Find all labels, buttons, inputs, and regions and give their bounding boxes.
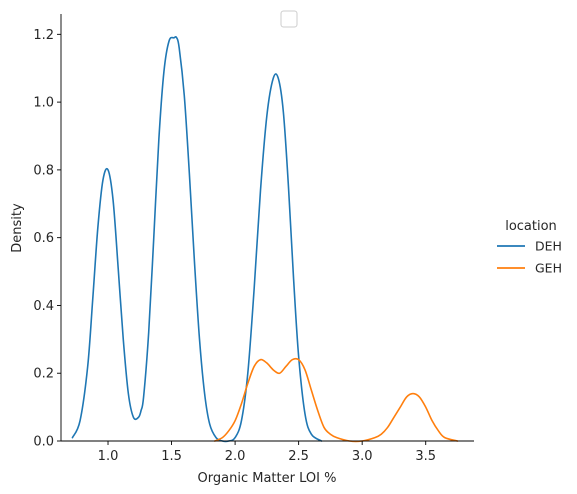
empty-legend-box xyxy=(280,10,298,28)
y-tick-label: 0.8 xyxy=(33,163,54,178)
y-tick-label: 0.6 xyxy=(33,231,54,246)
y-tick-label: 0.4 xyxy=(33,299,54,314)
x-tick-label: 2.5 xyxy=(288,449,309,464)
legend-label-deh: DEH xyxy=(535,239,562,254)
x-tick-label: 2.0 xyxy=(225,449,246,464)
y-axis-label: Density xyxy=(10,203,25,253)
legend: location DEH GEH xyxy=(497,219,562,276)
x-axis-label: Organic Matter LOI % xyxy=(198,471,337,486)
axes xyxy=(60,14,474,442)
y-tick-label: 0.2 xyxy=(33,367,54,382)
legend-items: DEH GEH xyxy=(497,239,562,276)
series-line-geh xyxy=(213,357,459,443)
x-tick-label: 1.0 xyxy=(98,449,119,464)
x-tick-label: 1.5 xyxy=(161,449,182,464)
y-tick-label: 1.2 xyxy=(33,28,54,43)
x-tick-label: 3.0 xyxy=(352,449,373,464)
series-line-deh xyxy=(71,36,323,443)
x-tick-label: 3.5 xyxy=(415,449,436,464)
y-tick-label: 1.0 xyxy=(33,96,54,111)
legend-label-geh: GEH xyxy=(535,261,562,276)
legend-title: location xyxy=(505,219,557,234)
ticks: 1.0 1.5 2.0 2.5 3.0 3.5 0.0 0.2 0.4 0.6 0.8 1.0 1.2 xyxy=(33,28,436,464)
series-lines xyxy=(71,36,459,443)
y-tick-label: 0.0 xyxy=(33,435,54,450)
